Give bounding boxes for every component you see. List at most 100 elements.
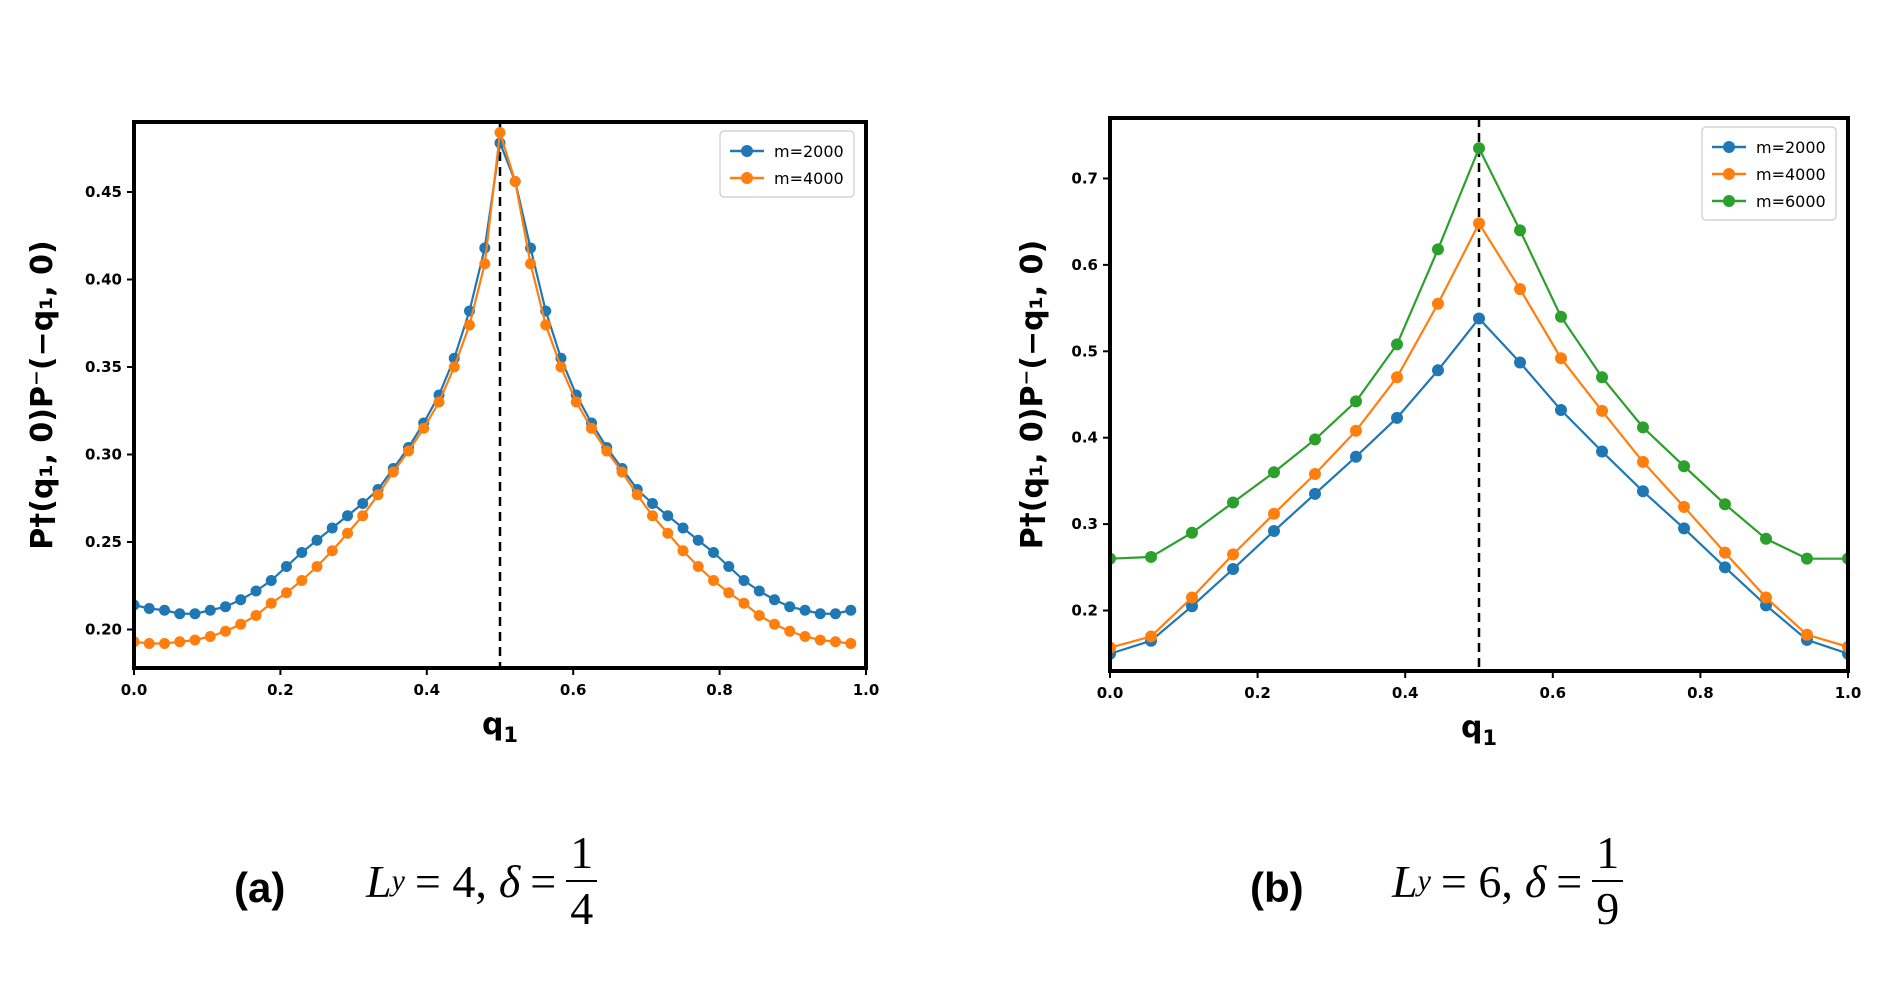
data-point-b-2-13 — [1636, 421, 1649, 434]
legend-marker-a-1 — [741, 172, 753, 184]
data-point-a-1-36 — [677, 545, 689, 557]
data-point-b-2-14 — [1678, 460, 1691, 473]
data-point-b-2-16 — [1760, 532, 1773, 545]
legend-label-b-2: m=6000 — [1756, 192, 1826, 211]
legend-label-a-1: m=4000 — [774, 169, 844, 188]
panel-b-label: (b) — [1250, 864, 1304, 911]
data-point-a-0-47 — [845, 604, 857, 616]
caption-b-delta-eq: = — [1556, 855, 1583, 907]
x-tick-label-b-2: 0.4 — [1392, 684, 1419, 702]
data-point-a-1-14 — [342, 527, 354, 539]
data-point-b-0-11 — [1554, 404, 1567, 417]
data-point-a-0-5 — [204, 604, 216, 616]
y-tick-label-b-5: 0.7 — [1071, 169, 1098, 187]
data-point-a-0-40 — [738, 575, 750, 586]
x-axis-label-b: q1 — [1461, 710, 1497, 750]
plot-frame-b — [1108, 116, 1850, 673]
plot-frame-a — [132, 120, 868, 670]
data-point-a-1-33 — [631, 489, 643, 501]
data-point-a-0-13 — [326, 522, 338, 534]
data-point-a-0-11 — [296, 547, 308, 558]
data-point-a-1-44 — [799, 631, 811, 642]
data-point-a-0-4 — [189, 608, 201, 620]
caption-a-L-value: = 4, — [414, 855, 487, 907]
y-tick-label-a-0: 0.20 — [85, 621, 122, 639]
data-point-a-1-27 — [540, 319, 552, 331]
data-point-b-0-12 — [1596, 445, 1609, 458]
legend-marker-a-0 — [741, 145, 753, 157]
legend-marker-b-1 — [1723, 168, 1735, 180]
series-a-m=2000 — [134, 137, 857, 620]
x-tick-label-b-1: 0.2 — [1244, 684, 1271, 702]
data-point-a-0-39 — [723, 561, 735, 572]
data-point-b-1-17 — [1800, 628, 1813, 641]
caption-b-L: L — [1392, 855, 1418, 907]
data-point-a-0-38 — [708, 547, 720, 558]
data-point-a-1-22 — [463, 319, 475, 331]
legend-a: m=2000 m=4000 — [719, 130, 855, 198]
caption-a-delta: δ — [498, 855, 521, 907]
data-point-a-0-2 — [159, 604, 171, 616]
y-tick-label-b-0: 0.2 — [1071, 602, 1098, 620]
data-point-a-1-39 — [723, 587, 735, 599]
legend-label-b-0: m=2000 — [1756, 138, 1826, 157]
caption-b-L-sub: y — [1417, 864, 1431, 897]
data-point-a-0-41 — [753, 585, 765, 597]
y-tick-label-b-4: 0.6 — [1071, 256, 1098, 274]
series-line-a-0 — [134, 138, 852, 615]
caption-a-L-sub: y — [391, 864, 405, 897]
caption-b-num: 1 — [1592, 830, 1624, 882]
legend-box-b — [1701, 126, 1837, 221]
data-point-a-1-37 — [692, 561, 704, 572]
data-point-b-2-6 — [1349, 395, 1362, 408]
data-point-a-1-1 — [143, 638, 155, 649]
chart-panel-a: 0.0 0.2 0.4 0.6 0.8 1.0 0.20 0.25 0.30 0.35 0.40 0.… — [25, 120, 880, 747]
data-point-a-0-44 — [799, 604, 811, 616]
data-point-b-1-11 — [1554, 352, 1567, 365]
data-point-a-1-46 — [829, 636, 841, 648]
data-point-b-2-7 — [1391, 338, 1404, 351]
x-tick-label-a-3: 0.6 — [560, 681, 587, 699]
x-tick-label-b-0: 0.0 — [1097, 684, 1124, 702]
data-point-a-1-24 — [494, 127, 506, 138]
data-point-a-0-10 — [280, 561, 292, 572]
data-point-b-1-14 — [1678, 500, 1691, 513]
data-point-b-1-12 — [1596, 404, 1609, 417]
data-point-b-0-7 — [1391, 411, 1404, 424]
data-point-a-1-20 — [433, 396, 445, 408]
data-point-a-1-43 — [784, 625, 796, 637]
data-point-a-0-7 — [235, 594, 247, 606]
data-point-a-1-25 — [509, 176, 521, 187]
x-tick-label-a-5: 1.0 — [853, 681, 880, 699]
data-point-a-1-45 — [814, 634, 826, 646]
data-point-a-0-9 — [265, 575, 277, 586]
series-a-m=4000 — [134, 127, 857, 649]
data-point-a-1-17 — [387, 466, 399, 478]
caption-a-den: 4 — [570, 883, 594, 934]
legend-marker-b-0 — [1723, 141, 1735, 153]
legend-label-a-0: m=2000 — [774, 142, 844, 161]
data-point-a-1-5 — [204, 631, 216, 642]
data-point-a-1-38 — [708, 575, 720, 586]
x-tick-label-b-5: 1.0 — [1835, 684, 1862, 702]
legend-box-a — [719, 130, 855, 198]
data-point-b-1-6 — [1349, 424, 1362, 437]
legend-label-b-1: m=4000 — [1756, 165, 1826, 184]
x-axis-label-sub-b: 1 — [1482, 726, 1497, 750]
data-point-a-1-3 — [174, 636, 186, 648]
data-point-b-0-14 — [1678, 522, 1691, 535]
data-point-b-0-13 — [1636, 485, 1649, 498]
data-point-b-2-1 — [1145, 550, 1158, 563]
data-point-b-2-17 — [1800, 552, 1813, 565]
y-tick-label-a-2: 0.30 — [85, 446, 122, 464]
data-point-a-0-37 — [692, 534, 704, 546]
data-point-a-1-6 — [220, 625, 231, 637]
data-point-a-1-23 — [479, 258, 491, 270]
data-point-b-2-2 — [1185, 526, 1198, 539]
data-point-a-1-29 — [570, 396, 582, 408]
data-point-b-0-4 — [1267, 525, 1280, 538]
y-tick-label-a-3: 0.35 — [85, 358, 122, 376]
x-tick-label-b-4: 0.8 — [1687, 684, 1714, 702]
caption-b-delta: δ — [1524, 855, 1547, 907]
